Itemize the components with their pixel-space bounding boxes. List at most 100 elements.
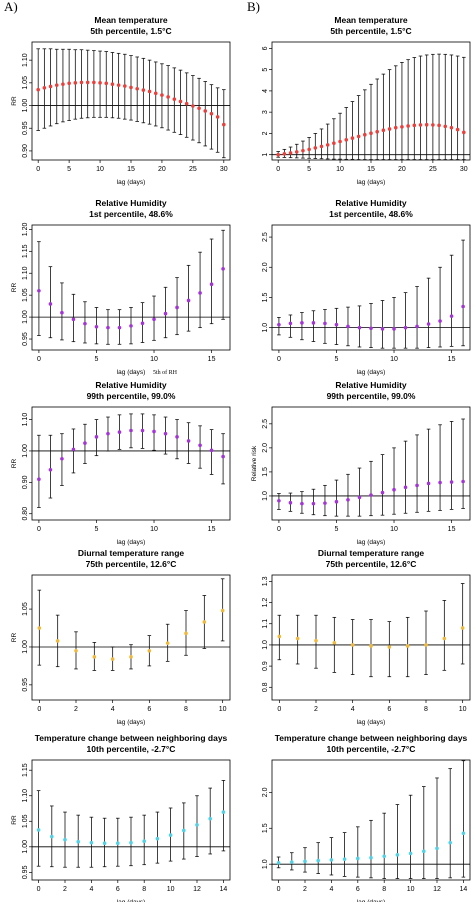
data-point bbox=[166, 95, 170, 99]
x-tick-label: 0 bbox=[36, 166, 40, 173]
data-point bbox=[424, 122, 429, 127]
chart-subtitle: 99th percentile, 99.0% bbox=[327, 391, 416, 401]
data-point bbox=[110, 82, 115, 87]
x-tick-label: 2 bbox=[74, 706, 78, 713]
data-point bbox=[92, 655, 97, 659]
data-point bbox=[67, 81, 71, 86]
plot-area bbox=[271, 406, 471, 521]
chart-subtitle: 75th percentile, 12.6°C bbox=[86, 559, 177, 569]
x-tick-label: 12 bbox=[193, 886, 201, 893]
data-point bbox=[415, 483, 419, 488]
data-point bbox=[461, 304, 465, 309]
data-point bbox=[71, 447, 76, 452]
data-point bbox=[408, 851, 413, 856]
plot-area bbox=[271, 224, 471, 351]
data-point bbox=[460, 626, 465, 630]
data-point bbox=[329, 858, 334, 862]
data-point bbox=[184, 101, 189, 106]
data-point bbox=[129, 85, 133, 90]
data-point bbox=[221, 810, 226, 814]
y-tick-label: 2.0 bbox=[262, 787, 269, 797]
y-tick-label: 1.10 bbox=[22, 789, 29, 803]
y-tick-label: 1.0 bbox=[262, 859, 269, 869]
x-tick-label: 12 bbox=[433, 886, 441, 893]
y-tick-label: 1 bbox=[262, 153, 269, 157]
data-point bbox=[316, 858, 321, 863]
data-point bbox=[357, 495, 362, 500]
chart-title: Relative Humidity bbox=[335, 198, 407, 208]
x-tick-label: 4 bbox=[89, 886, 93, 893]
data-point bbox=[163, 311, 168, 316]
data-point bbox=[426, 322, 431, 326]
data-point bbox=[400, 125, 404, 129]
data-point bbox=[104, 81, 109, 86]
data-point bbox=[209, 282, 214, 287]
x-tick-label: 8 bbox=[382, 886, 386, 893]
data-point bbox=[276, 152, 280, 157]
data-point bbox=[462, 130, 466, 135]
y-tick-label: 1.00 bbox=[22, 310, 29, 324]
y-tick-label: 1.00 bbox=[22, 640, 29, 654]
data-point bbox=[288, 151, 293, 155]
data-point bbox=[165, 641, 170, 645]
data-point bbox=[221, 454, 225, 459]
chart-title: Relative Humidity bbox=[95, 198, 167, 208]
data-point bbox=[303, 859, 307, 864]
data-point bbox=[461, 831, 466, 836]
x-tick-label: 10 bbox=[336, 166, 344, 173]
data-point bbox=[438, 319, 442, 323]
y-tick-label: 0.90 bbox=[22, 144, 29, 158]
y-tick-label: 1.1 bbox=[262, 619, 269, 629]
data-point bbox=[110, 657, 115, 661]
data-point bbox=[350, 643, 355, 647]
data-point bbox=[357, 325, 362, 330]
x-tick-label: 15 bbox=[448, 526, 456, 533]
data-point bbox=[94, 324, 99, 329]
data-point bbox=[116, 841, 120, 846]
y-tick-label: 1.5 bbox=[262, 823, 269, 833]
y-tick-label: 1.15 bbox=[22, 763, 29, 777]
data-point bbox=[375, 129, 379, 134]
y-tick-label: 6 bbox=[262, 46, 269, 50]
data-point bbox=[222, 122, 226, 127]
y-tick-label: 0.8 bbox=[262, 682, 269, 692]
y-axis-label: RR bbox=[11, 633, 18, 643]
data-point bbox=[395, 853, 400, 857]
x-tick-label: 2 bbox=[63, 886, 67, 893]
data-point bbox=[129, 324, 133, 328]
data-point bbox=[442, 636, 447, 641]
plot-area bbox=[31, 406, 231, 521]
data-point bbox=[209, 448, 214, 453]
data-point bbox=[48, 467, 53, 472]
data-point bbox=[449, 480, 454, 484]
x-tick-label: 10 bbox=[150, 526, 158, 533]
data-point bbox=[184, 631, 188, 636]
data-point bbox=[448, 840, 453, 845]
data-point bbox=[300, 321, 304, 325]
data-point bbox=[197, 106, 201, 111]
data-point bbox=[276, 860, 281, 865]
x-tick-label: 5 bbox=[335, 356, 339, 363]
x-tick-label: 10 bbox=[219, 706, 227, 713]
x-axis-label: lag (days) bbox=[357, 719, 386, 726]
x-tick-label: 5 bbox=[307, 166, 311, 173]
data-point bbox=[63, 837, 67, 842]
y-tick-label: 1.00 bbox=[22, 444, 29, 458]
data-point bbox=[172, 97, 177, 101]
y-tick-label: 1.05 bbox=[22, 602, 29, 616]
data-point bbox=[129, 840, 133, 845]
data-point bbox=[71, 317, 76, 322]
data-point bbox=[393, 125, 398, 130]
data-point bbox=[437, 123, 441, 128]
data-point bbox=[98, 81, 102, 85]
plot-area bbox=[31, 224, 231, 351]
x-tick-label: 0 bbox=[37, 886, 41, 893]
plot-area bbox=[271, 574, 471, 701]
chart-subtitle: 1st percentile, 48.6% bbox=[89, 209, 173, 219]
data-point bbox=[455, 127, 460, 132]
x-tick-label: 5 bbox=[335, 526, 339, 533]
x-tick-label: 2 bbox=[314, 706, 318, 713]
data-point bbox=[220, 608, 225, 613]
x-tick-label: 6 bbox=[356, 886, 360, 893]
